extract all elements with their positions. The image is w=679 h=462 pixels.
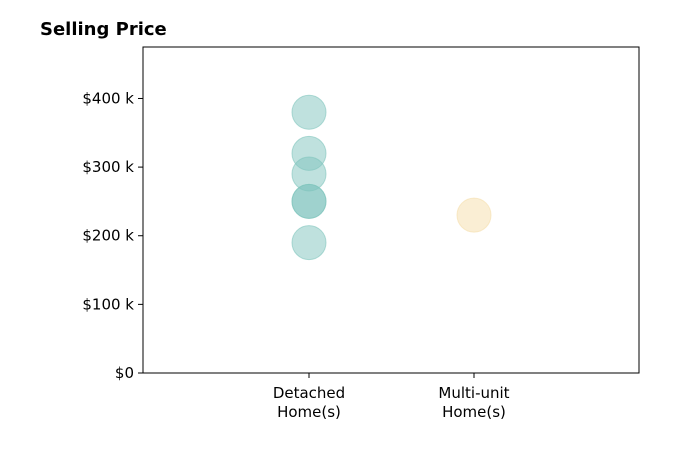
y-tick-label: $100 k bbox=[82, 295, 134, 313]
data-points bbox=[291, 94, 492, 261]
axes bbox=[138, 46, 640, 378]
y-tick-label: $400 k bbox=[82, 89, 134, 107]
x-tick-label-line2: Home(s) bbox=[442, 403, 506, 421]
data-point bbox=[291, 183, 327, 219]
y-tick-label: $300 k bbox=[82, 158, 134, 176]
data-point bbox=[291, 94, 327, 130]
data-point bbox=[291, 225, 327, 261]
y-tick-label: $200 k bbox=[82, 227, 134, 245]
x-tick-label-line1: Multi-unit bbox=[438, 384, 509, 402]
plot-frame bbox=[142, 46, 640, 374]
data-point bbox=[456, 197, 492, 233]
x-tick-label-line1: Detached bbox=[273, 384, 345, 402]
chart-title: Selling Price bbox=[40, 19, 167, 40]
x-tick-label-line2: Home(s) bbox=[277, 403, 341, 421]
tick-labels: $0$100 k$200 k$300 k$400 kDetachedHome(s… bbox=[82, 89, 509, 421]
y-tick-label: $0 bbox=[115, 364, 134, 382]
